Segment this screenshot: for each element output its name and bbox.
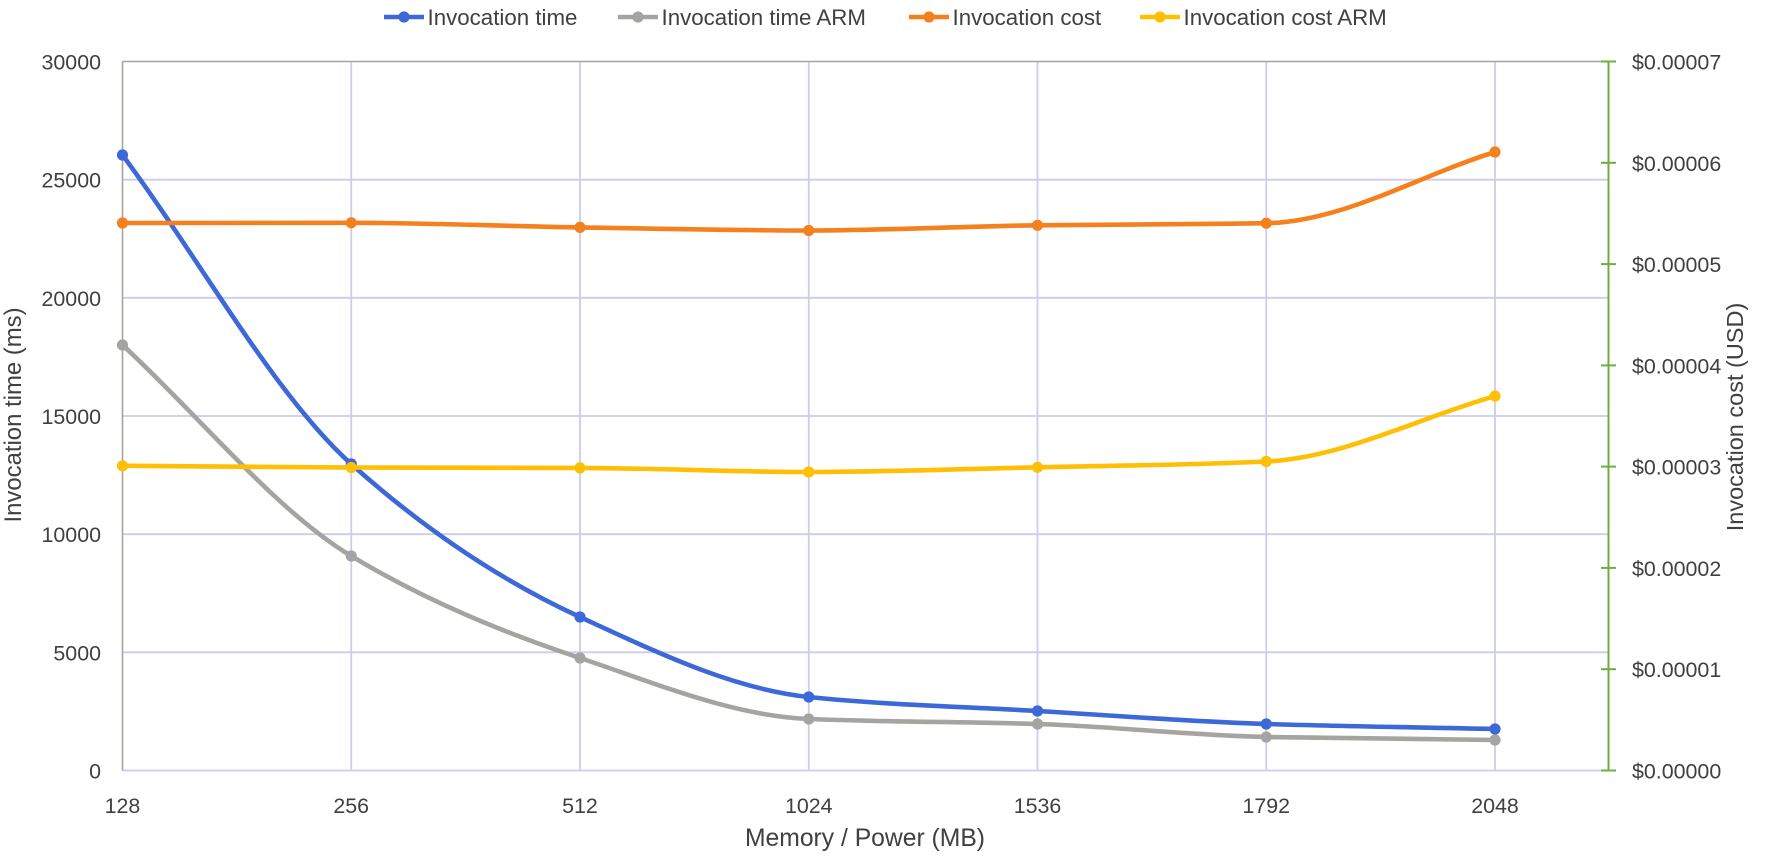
svg-text:25000: 25000 bbox=[42, 169, 102, 193]
svg-text:$0.00007: $0.00007 bbox=[1632, 51, 1721, 75]
svg-text:Invocation time: Invocation time bbox=[428, 5, 578, 30]
svg-text:Invocation cost (USD): Invocation cost (USD) bbox=[1722, 303, 1748, 532]
svg-text:1024: 1024 bbox=[785, 794, 833, 818]
svg-text:$0.00006: $0.00006 bbox=[1632, 152, 1721, 176]
svg-text:15000: 15000 bbox=[42, 405, 102, 429]
svg-text:$0.00000: $0.00000 bbox=[1632, 760, 1721, 784]
svg-text:30000: 30000 bbox=[42, 51, 102, 75]
svg-text:$0.00001: $0.00001 bbox=[1632, 658, 1721, 682]
svg-text:5000: 5000 bbox=[53, 641, 101, 665]
svg-text:$0.00003: $0.00003 bbox=[1632, 456, 1721, 480]
svg-text:$0.00005: $0.00005 bbox=[1632, 253, 1721, 277]
svg-text:20000: 20000 bbox=[42, 287, 102, 311]
svg-text:$0.00004: $0.00004 bbox=[1632, 354, 1721, 378]
svg-text:Memory / Power (MB): Memory / Power (MB) bbox=[745, 825, 985, 852]
svg-text:$0.00002: $0.00002 bbox=[1632, 557, 1721, 581]
svg-text:1792: 1792 bbox=[1242, 794, 1290, 818]
svg-text:Invocation time ARM: Invocation time ARM bbox=[662, 5, 866, 30]
svg-text:Invocation time (ms): Invocation time (ms) bbox=[0, 307, 27, 522]
svg-text:1536: 1536 bbox=[1014, 794, 1062, 818]
svg-text:128: 128 bbox=[105, 794, 141, 818]
svg-text:0: 0 bbox=[89, 760, 101, 784]
svg-text:10000: 10000 bbox=[42, 523, 102, 547]
svg-text:2048: 2048 bbox=[1471, 794, 1519, 818]
svg-text:Invocation cost ARM: Invocation cost ARM bbox=[1184, 5, 1387, 30]
svg-text:256: 256 bbox=[333, 794, 369, 818]
svg-text:512: 512 bbox=[562, 794, 598, 818]
svg-text:Invocation cost: Invocation cost bbox=[953, 5, 1103, 30]
